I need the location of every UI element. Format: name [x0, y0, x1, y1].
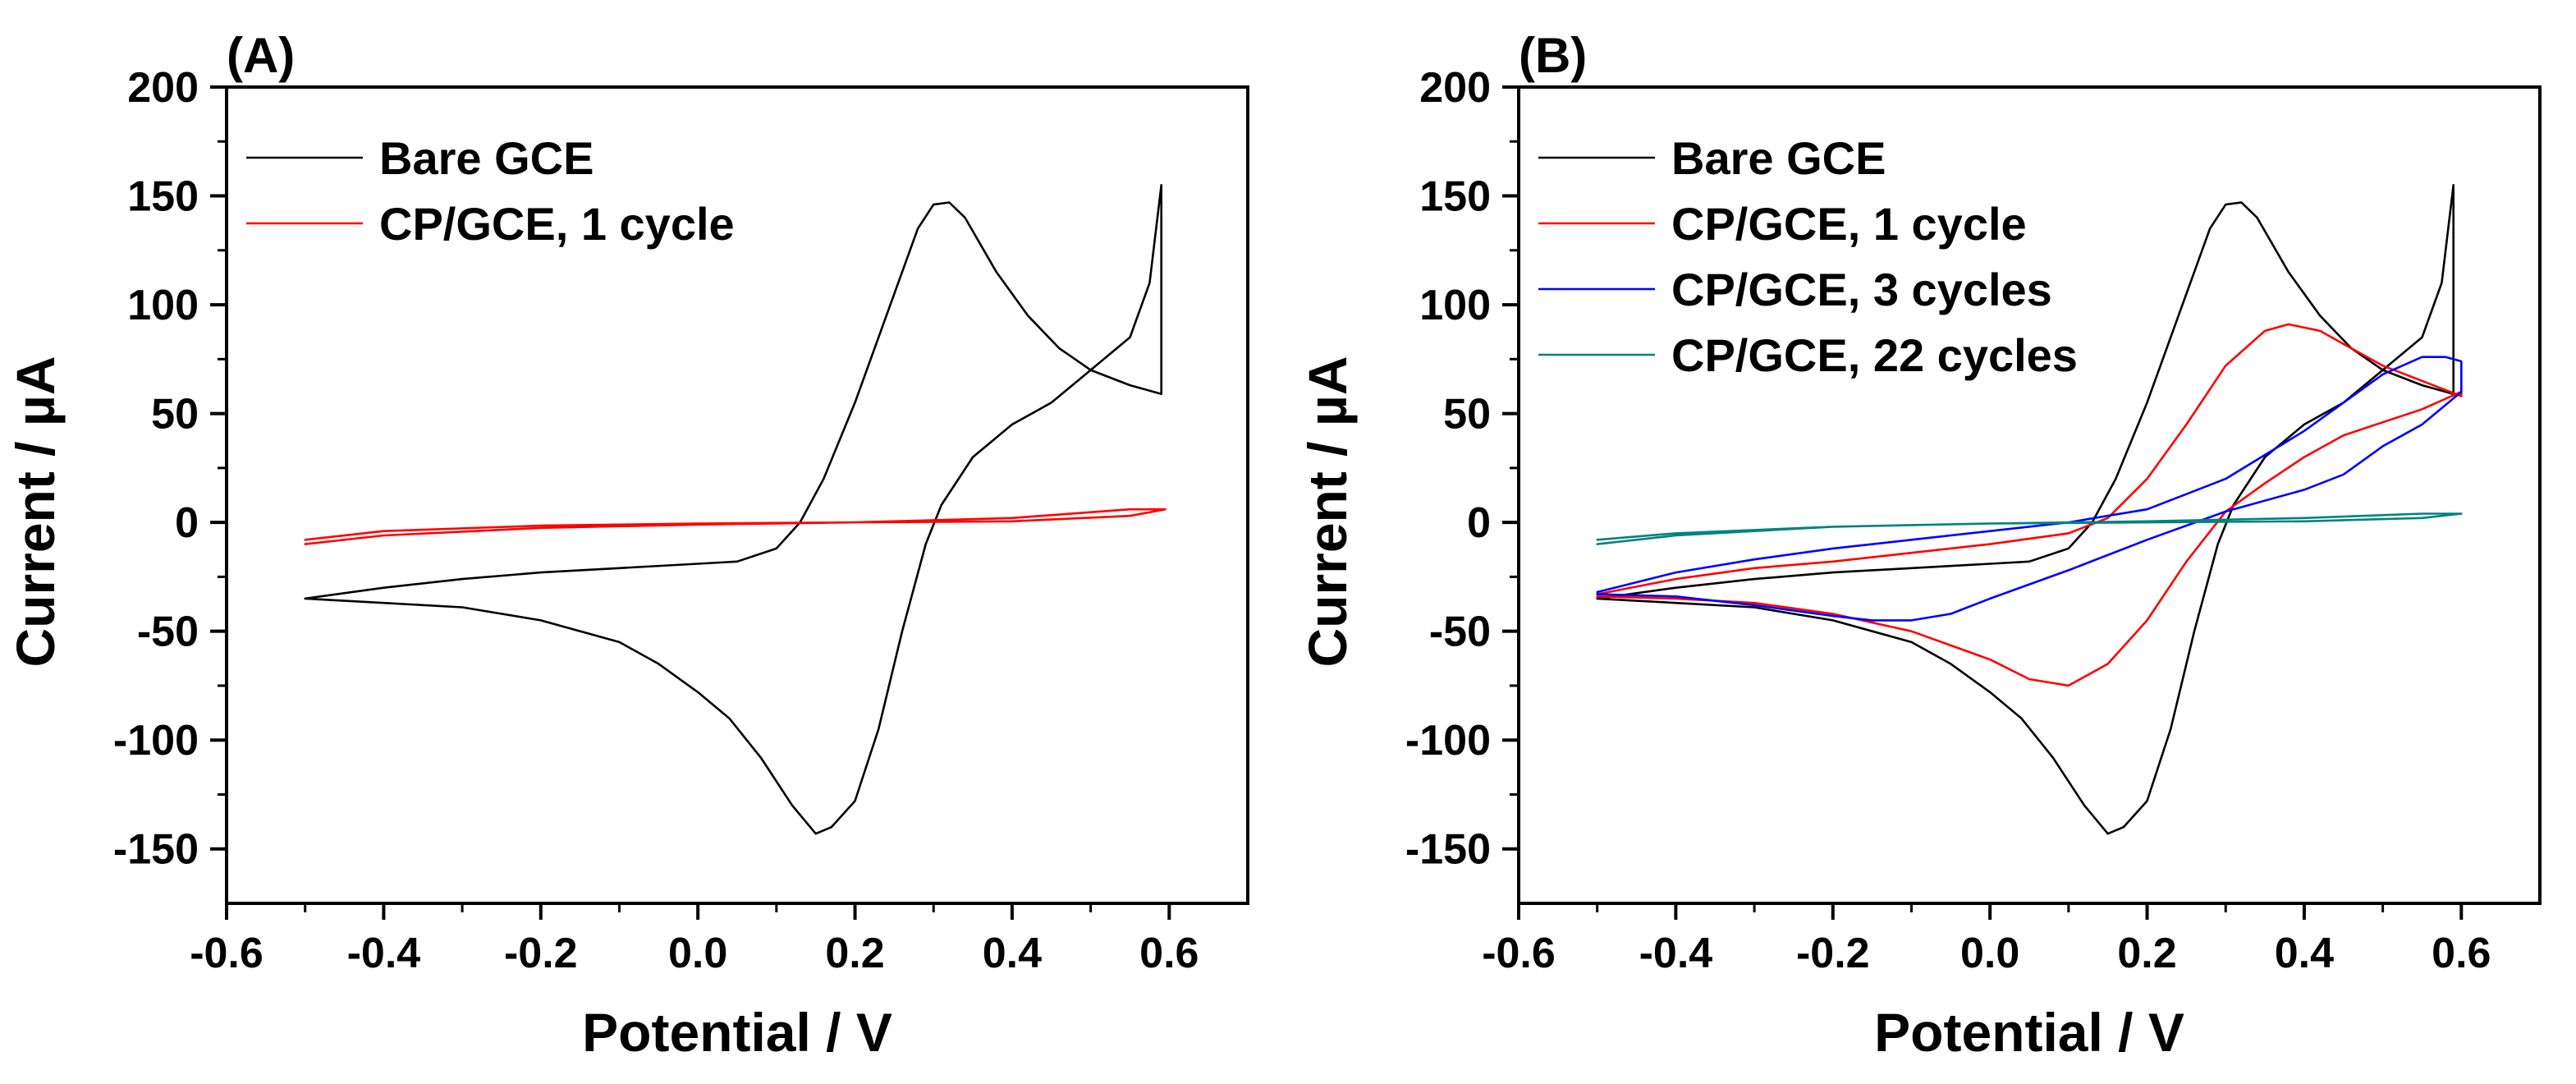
panel-b-x-tick-label: 0.0: [1960, 930, 2019, 977]
panel-a-x-tick-label: 0.4: [983, 930, 1042, 977]
panel-b-y-tick-label: 200: [1419, 64, 1491, 112]
panel-b-y-tick-label: 150: [1419, 173, 1491, 221]
panel-a-x-tick-label: -0.2: [504, 930, 578, 977]
panel-a-x-tick-label: 0.6: [1139, 930, 1199, 977]
panel-a-x-tick-label: 0.2: [825, 930, 884, 977]
panel-a-y-tick-label: 150: [127, 173, 199, 221]
panel-b-legend-label: CP/GCE, 1 cycle: [1671, 198, 2027, 250]
panel-b-series-cp-gce-1-cycle: [1596, 323, 2463, 687]
panel-b-y-tick-label: -100: [1405, 717, 1491, 765]
panel-b-series-bare-gce: [1596, 184, 2455, 835]
panel-a-y-tick-label: -50: [137, 609, 199, 656]
panel-b-y-tick-label: 100: [1419, 282, 1491, 329]
panel-a-x-tick-label: -0.6: [190, 930, 264, 977]
panel-a-label: (A): [227, 28, 295, 83]
panel-a-y-tick-label: 100: [127, 282, 199, 329]
panel-b-y-tick-label: 0: [1467, 499, 1491, 547]
panel-b-x-tick-label: -0.2: [1796, 930, 1870, 977]
panel-b-y-tick-label: 50: [1443, 391, 1491, 439]
panel-b-series-cp-gce-3-cycles: [1596, 356, 2463, 622]
panel-b: -0.6 -0.4 -0.2 0.0 0.2 0.4 0.6 -150 -100 -50 0 50 10…: [1297, 28, 2542, 1063]
panel-b-x-tick-label: -0.6: [1482, 930, 1556, 977]
panel-b-label: (B): [1519, 28, 1587, 83]
panel-a-x-tick-label: -0.4: [347, 930, 421, 977]
panel-b-y-tick-label: -50: [1429, 609, 1491, 656]
panel-a: -0.6 -0.4 -0.2 0.0 0.2 0.4 0.6 -150 -100 -50 0 50 10…: [5, 28, 1249, 1063]
panel-b-x-tick-label: -0.4: [1639, 930, 1713, 977]
panel-a-y-tick-label: 0: [175, 499, 199, 547]
panel-a-legend-label: Bare GCE: [379, 132, 594, 184]
panel-b-plot-frame: [1517, 85, 2542, 905]
panel-a-series-cp-gce-1-cycle: [304, 508, 1167, 545]
panel-b-legend-label: Bare GCE: [1671, 132, 1886, 184]
panel-a-plot-frame: [225, 85, 1249, 905]
panel-b-legend-label: CP/GCE, 3 cycles: [1671, 264, 2052, 315]
panel-b-legend-label: CP/GCE, 22 cycles: [1671, 329, 2078, 381]
panel-a-x-tick-label: 0.0: [668, 930, 727, 977]
panel-a-series-bare-gce: [304, 184, 1162, 835]
panel-b-y-tick-label: -150: [1405, 826, 1491, 874]
panel-a-x-axis-label: Potential / V: [582, 1002, 892, 1063]
panel-a-y-tick-label: 50: [151, 391, 199, 439]
panel-b-series-cp-gce-22-cycles: [1596, 512, 2463, 545]
panel-a-y-tick-label: 200: [127, 64, 199, 112]
panel-a-y-axis-label: Current / µA: [5, 356, 66, 667]
panel-a-legend-label: CP/GCE, 1 cycle: [379, 198, 735, 250]
panel-b-x-tick-label: 0.6: [2432, 930, 2491, 977]
panel-a-y-tick-label: -150: [113, 826, 199, 874]
panel-b-x-axis-label: Potential / V: [1874, 1002, 2184, 1063]
panel-b-y-axis-label: Current / µA: [1297, 356, 1358, 667]
panel-a-y-tick-label: -100: [113, 717, 199, 765]
panel-b-x-tick-label: 0.4: [2275, 930, 2334, 977]
panel-b-x-tick-label: 0.2: [2117, 930, 2176, 977]
